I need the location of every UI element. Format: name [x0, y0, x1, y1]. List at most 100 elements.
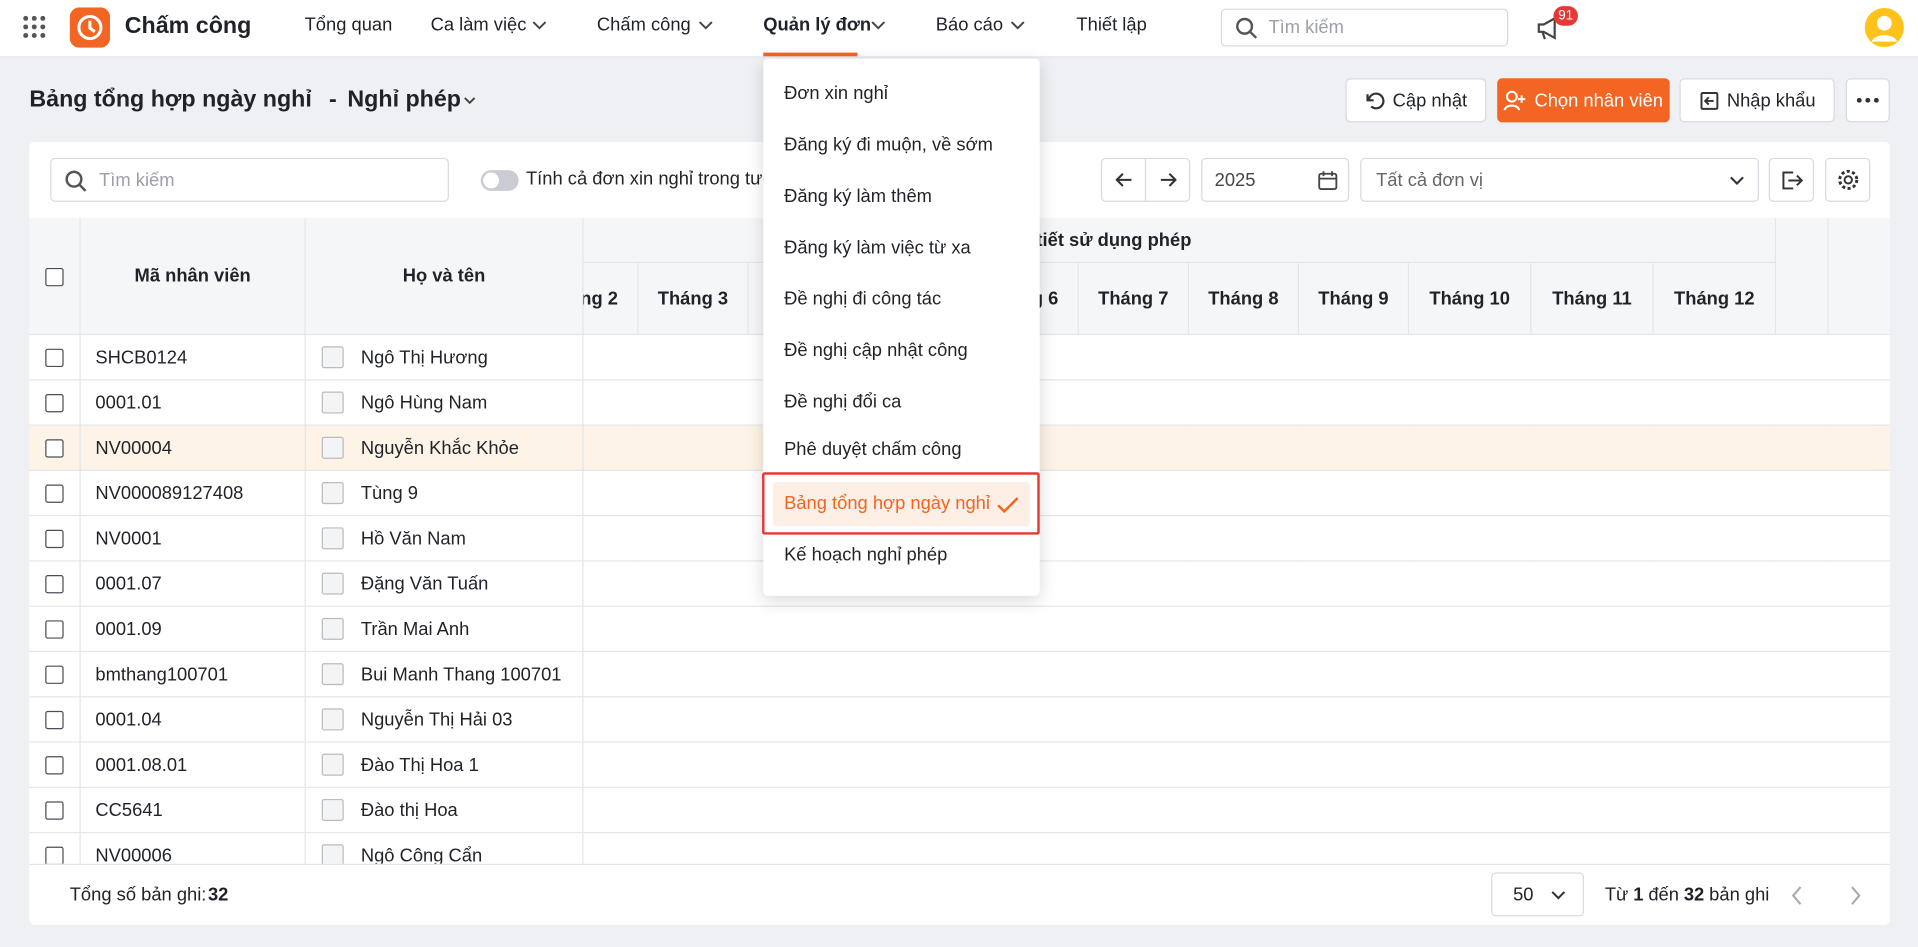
more-button[interactable] — [1845, 78, 1890, 123]
next-page[interactable] — [1849, 886, 1861, 906]
avatar-placeholder — [321, 617, 344, 640]
import-icon — [1700, 91, 1719, 110]
avatar[interactable] — [1864, 7, 1904, 48]
announcement-icon[interactable] — [1535, 15, 1564, 42]
footer: Tổng số bản ghi: 32 50 Từ 1 đến 32 bản ghi — [29, 863, 1890, 925]
employee-code: CC5641 — [81, 787, 306, 834]
selected-bg — [773, 482, 1030, 527]
checkbox[interactable] — [45, 439, 64, 458]
toggle[interactable] — [480, 170, 519, 191]
range-text: bản ghi — [1709, 884, 1770, 906]
avatar-placeholder — [321, 572, 344, 595]
checkbox[interactable] — [45, 575, 64, 594]
employee-code: bmthang100701 — [81, 652, 306, 698]
avatar-placeholder — [321, 527, 344, 550]
employee-name: Hồ Văn Nam — [360, 528, 466, 550]
checkbox[interactable] — [45, 801, 64, 820]
nav-item[interactable]: Thiết lập — [1076, 14, 1147, 36]
employee-name-cell: Nguyễn Thị Hải 03 — [306, 697, 584, 743]
checkbox[interactable] — [45, 393, 64, 413]
range-from: 1 — [1633, 884, 1644, 906]
page-size-select[interactable]: 50 — [1491, 872, 1585, 917]
employee-code: 0001.07 — [81, 561, 306, 607]
prev-page[interactable] — [1791, 886, 1803, 906]
next-year-button[interactable] — [1144, 157, 1191, 202]
menu-item[interactable]: Phê duyệt chấm công — [784, 439, 962, 461]
month-header: Tháng 12 — [1653, 263, 1777, 336]
extra-header — [1776, 217, 1829, 336]
menu-item[interactable]: Kế hoạch nghỉ phép — [784, 544, 948, 566]
export-button[interactable] — [1768, 157, 1815, 202]
checkbox-cell — [29, 787, 81, 834]
month-header: Tháng 11 — [1531, 263, 1654, 336]
arrow-right — [1160, 173, 1177, 187]
checkbox[interactable] — [45, 710, 64, 730]
nav-item[interactable]: Báo cáo — [935, 14, 1004, 36]
employee-name: Đào thị Hoa — [360, 800, 458, 821]
avatar-placeholder — [321, 391, 344, 414]
arrow-left — [1114, 173, 1131, 187]
unit-placeholder: Tất cả đơn vị — [1376, 170, 1483, 191]
nav-item[interactable]: Ca làm việc — [430, 14, 527, 36]
checkbox-cell — [29, 380, 81, 426]
import-button[interactable]: Nhập khẩu — [1679, 78, 1835, 123]
checkbox-cell — [29, 335, 81, 381]
gear-icon — [1837, 169, 1858, 190]
menu-item[interactable]: Đề nghị cập nhật công — [784, 340, 968, 361]
refresh-button[interactable]: Cập nhật — [1345, 78, 1487, 123]
header-cell: Họ và tên — [305, 217, 584, 336]
avatar-placeholder — [321, 663, 344, 686]
checkbox[interactable] — [45, 756, 64, 775]
employee-code: 0001.08.01 — [81, 742, 306, 788]
checkbox[interactable] — [45, 484, 64, 503]
range-text: đến — [1648, 884, 1679, 906]
employee-code: 0001.09 — [81, 606, 306, 653]
more-icon — [1856, 97, 1879, 103]
header-search[interactable]: Tìm kiếm — [1220, 8, 1509, 47]
checkbox-cell — [29, 561, 81, 607]
nav-item-active[interactable]: Quản lý đơn — [763, 14, 872, 36]
menu-item[interactable]: Đăng ký làm thêm — [784, 185, 932, 207]
menu-item[interactable]: Đề nghị đi công tác — [784, 288, 942, 310]
apps-icon[interactable] — [22, 15, 46, 39]
checkbox-cell — [29, 425, 81, 472]
checkbox[interactable] — [45, 665, 64, 684]
app-name: Chấm công — [124, 13, 252, 40]
total-value: 32 — [207, 884, 229, 906]
menu-item-selected[interactable]: Bảng tổng hợp ngày nghỉ — [784, 493, 990, 514]
year-picker[interactable]: 2025 — [1201, 157, 1350, 202]
checkbox[interactable] — [45, 529, 64, 549]
select-employee-button[interactable]: Chọn nhân viên — [1497, 78, 1670, 123]
checkbox-cell — [29, 652, 81, 698]
prev-year-button[interactable] — [1100, 157, 1147, 202]
employee-name: Nguyễn Thị Hải 03 — [360, 709, 513, 731]
checkbox[interactable] — [45, 348, 64, 368]
menu-item[interactable]: Đề nghị đổi ca — [784, 391, 902, 413]
employee-name: Ngô Hùng Nam — [360, 392, 488, 414]
checkbox-cell — [29, 516, 81, 562]
menu-item[interactable]: Đăng ký đi muộn, về sớm — [784, 134, 993, 156]
checkbox[interactable] — [45, 846, 64, 864]
employee-code: 0001.04 — [81, 697, 306, 743]
employee-name: Bui Manh Thang 100701 — [360, 664, 562, 686]
settings-button[interactable] — [1825, 157, 1871, 202]
employee-name-cell: Ngô Hùng Nam — [306, 380, 584, 426]
employee-name: Trần Mai Anh — [360, 619, 470, 640]
page-subtitle[interactable]: Nghỉ phép — [347, 86, 462, 113]
month-header: Tháng 9 — [1299, 263, 1410, 336]
table-search[interactable]: Tìm kiếm — [50, 157, 449, 202]
checkbox-cell — [29, 471, 81, 517]
unit-select[interactable]: Tất cả đơn vị — [1360, 157, 1759, 202]
search-placeholder: Tìm kiếm — [1268, 17, 1344, 38]
checkbox[interactable] — [45, 267, 64, 287]
title-separator: - — [329, 86, 337, 113]
menu-item[interactable]: Đơn xin nghỉ — [784, 83, 888, 104]
menu-item[interactable]: Đăng ký làm việc từ xa — [784, 237, 971, 259]
nav-item[interactable]: Tổng quan — [304, 14, 393, 36]
checkbox[interactable] — [45, 620, 64, 639]
nav-item[interactable]: Chấm công — [596, 14, 691, 36]
button-label: Cập nhật — [1392, 89, 1468, 111]
header-cell: Mã nhân viên — [80, 217, 306, 336]
